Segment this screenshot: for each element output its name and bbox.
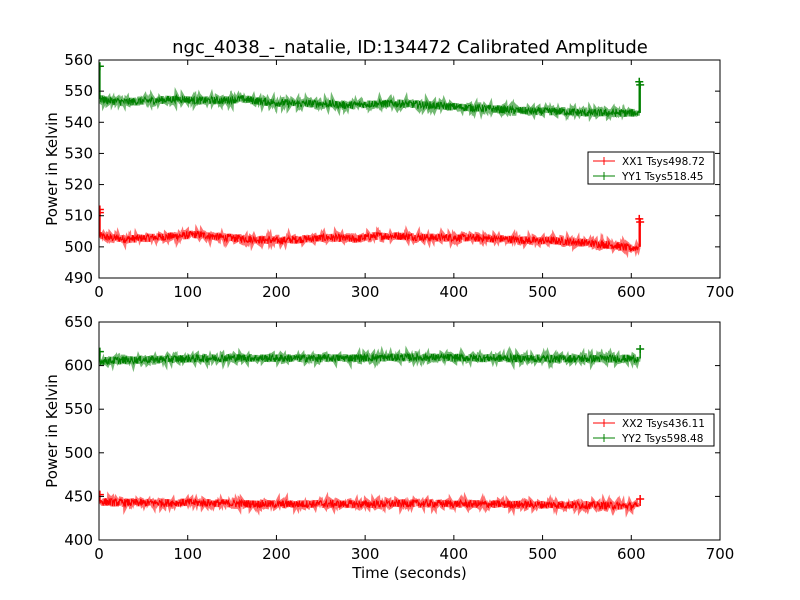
x-tick-label: 700 [706,545,735,563]
y-tick-label: 490 [64,269,93,287]
y-tick-label: 450 [64,487,93,505]
plus-marker [636,345,645,354]
y-tick-label: 510 [64,207,93,225]
series-band [99,223,641,259]
series-band [99,345,641,373]
x-tick-label: 400 [440,545,469,563]
series-band [99,491,640,518]
plus-marker [99,62,104,71]
bottom-plot-panel: 0 100 200 300 400 500 600 700 400 450 500 550 600 650… [43,313,734,582]
x-tick-label: 300 [351,545,380,563]
y-tick-label: 600 [64,357,93,375]
legend: XX2 Tsys436.11 YY2 Tsys598.48 [587,413,715,447]
y-tick-label: 500 [64,444,93,462]
y-tick-label: 650 [64,313,93,331]
plus-marker [636,80,645,89]
x-tick-label: 500 [528,545,557,563]
legend-entry: XX1 Tsys498.72 [622,156,705,168]
x-tick-label: 0 [94,545,104,563]
x-tick-label: 100 [173,545,202,563]
series-xx-1 [99,205,645,259]
y-tick-label: 400 [64,531,93,549]
legend-entry: YY2 Tsys598.48 [621,433,703,445]
x-tick-label: 600 [617,545,646,563]
series-xx-2 [99,490,645,518]
x-tick-label: 400 [440,283,469,301]
y-tick-label: 530 [64,144,93,162]
x-tick-label: 0 [94,283,104,301]
x-axis-label: Time (seconds) [351,564,467,582]
legend-entry: XX2 Tsys436.11 [622,418,705,430]
axes-frame [98,321,721,541]
x-tick-label: 700 [706,283,735,301]
y-tick-label: 540 [64,113,93,131]
legend-entry: YY1 Tsys518.45 [621,171,703,183]
plus-marker [99,347,104,356]
series-yy-1 [99,62,645,123]
legend: XX1 Tsys498.72 YY1 Tsys518.45 [587,151,715,185]
y-tick-label: 520 [64,176,93,194]
y-tick-label: 550 [64,82,93,100]
plus-marker [636,217,645,226]
y-tick-label: 550 [64,400,93,418]
x-tick-label: 600 [617,283,646,301]
plus-marker [636,495,645,504]
series-yy-2 [99,345,645,373]
y-axis-label: Power in Kelvin [43,112,61,226]
series-band [99,87,641,123]
y-axis-label: Power in Kelvin [43,374,61,488]
plus-marker [99,490,104,499]
x-tick-label: 500 [528,283,557,301]
chart-title: ngc_4038_-_natalie, ID:134472 Calibrated… [172,37,648,58]
x-tick-label: 300 [351,283,380,301]
top-plot-panel: 0 100 200 300 400 500 600 700 490 500 510 520 530 540… [43,51,734,301]
axes-frame [98,59,721,279]
x-tick-label: 200 [262,545,291,563]
x-tick-label: 100 [173,283,202,301]
y-tick-label: 500 [64,238,93,256]
y-tick-label: 560 [64,51,93,69]
x-tick-label: 200 [262,283,291,301]
